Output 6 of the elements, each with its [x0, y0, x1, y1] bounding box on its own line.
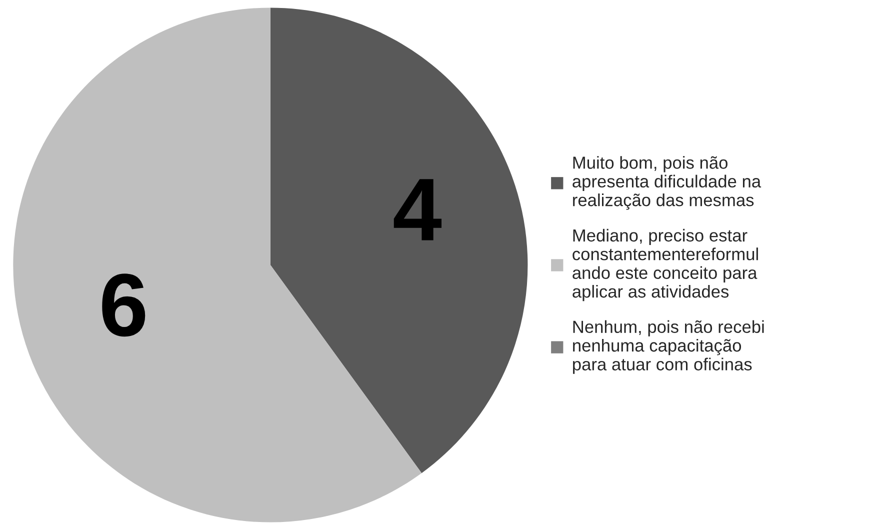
legend-label: Mediano, preciso estar constantementereformul ando este conceito para aplicar as atividades	[572, 228, 758, 302]
legend-label: Muito bom, pois não apresenta dificuldade na realização das mesmas	[572, 156, 762, 210]
legend-label: Nenhum, pois não recebi nenhuma capacitação para atuar com oficinas	[573, 320, 764, 374]
data-label: 4	[394, 179, 442, 240]
data-label: 6	[102, 274, 146, 337]
pie-slice	[270, 8, 528, 474]
